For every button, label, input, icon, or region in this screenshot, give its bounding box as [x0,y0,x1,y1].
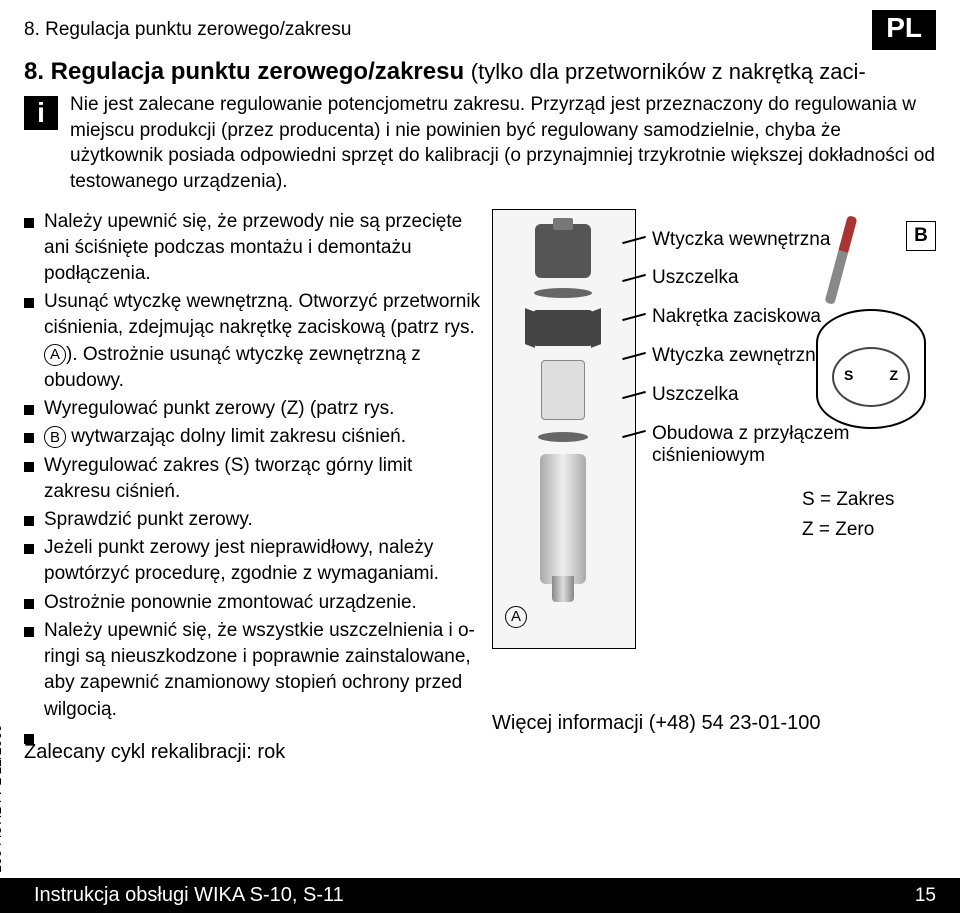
document-code: 1604457.14 PL 12/2009 [0,724,4,873]
more-info-text: Więcej informacji (+48) 54 23-01-100 [492,712,821,735]
section-header: 8. Regulacja punktu zerowego/zakresu [24,19,351,41]
label-plug-internal: Wtyczka wewnętrzna [652,229,932,252]
instruction-item: Ostrożnie ponownie zmontować urządzenie. [24,590,484,616]
heading-text: 8. Regulacja punktu zerowego/zakresu [24,58,464,85]
info-icon: i [24,96,58,130]
diagram: A Wtyczka wewnętrzna Uszczelka Nakrętka … [492,209,932,659]
page-title: 8. Regulacja punktu zerowego/zakresu (ty… [24,58,936,86]
recalibration-cycle: Zalecany cykl rekalibracji: rok [24,741,484,764]
label-gasket-1: Uszczelka [652,267,932,290]
instruction-item: B wytwarzając dolny limit zakresu ciśnie… [24,424,484,450]
heading-paren: (tylko dla przetworników z nakrętką zaci… [471,59,866,84]
instruction-item: Wyregulować zakres (S) tworząc górny lim… [24,453,484,505]
diagram-plug-internal [535,224,591,278]
label-housing: Obudowa z przyłączem ciśnieniowym [652,423,932,469]
footer-title: Instrukcja obsługi WIKA S-10, S-11 [34,884,344,907]
instruction-item: Sprawdzić punkt zerowy. [24,507,484,533]
diagram-gasket-2 [538,432,588,442]
potentiometer-dials [832,347,910,407]
diagram-gasket-1 [534,288,592,298]
diagram-clamp-nut [533,310,593,346]
diagram-marker-a: A [505,606,527,628]
label-s-zakres: S = Zakres [802,489,932,511]
ref-marker-a: A [44,344,66,366]
diagram-housing [540,454,586,584]
ref-marker-b: B [44,426,66,448]
instruction-item: Wyregulować punkt zerowy (Z) (patrz rys. [24,396,484,422]
instruction-item: Należy upewnić się, że wszystkie uszczel… [24,618,484,723]
instruction-item: Jeżeli punkt zerowy jest nieprawidłowy, … [24,535,484,587]
info-text: Nie jest zalecane regulowanie potencjome… [70,92,936,195]
label-z-zero: Z = Zero [802,519,932,541]
diagram-plug-external [541,360,585,420]
instruction-item: Usunąć wtyczkę wewnętrzną. Otworzyć prze… [24,289,484,394]
diagram-marker-b: B [906,221,936,251]
language-badge: PL [872,10,936,50]
page-number: 15 [915,885,936,907]
instruction-item: Należy upewnić się, że przewody nie są p… [24,209,484,288]
instruction-list: Należy upewnić się, że przewody nie są p… [24,209,484,723]
diagram-exploded-view: A [492,209,636,649]
